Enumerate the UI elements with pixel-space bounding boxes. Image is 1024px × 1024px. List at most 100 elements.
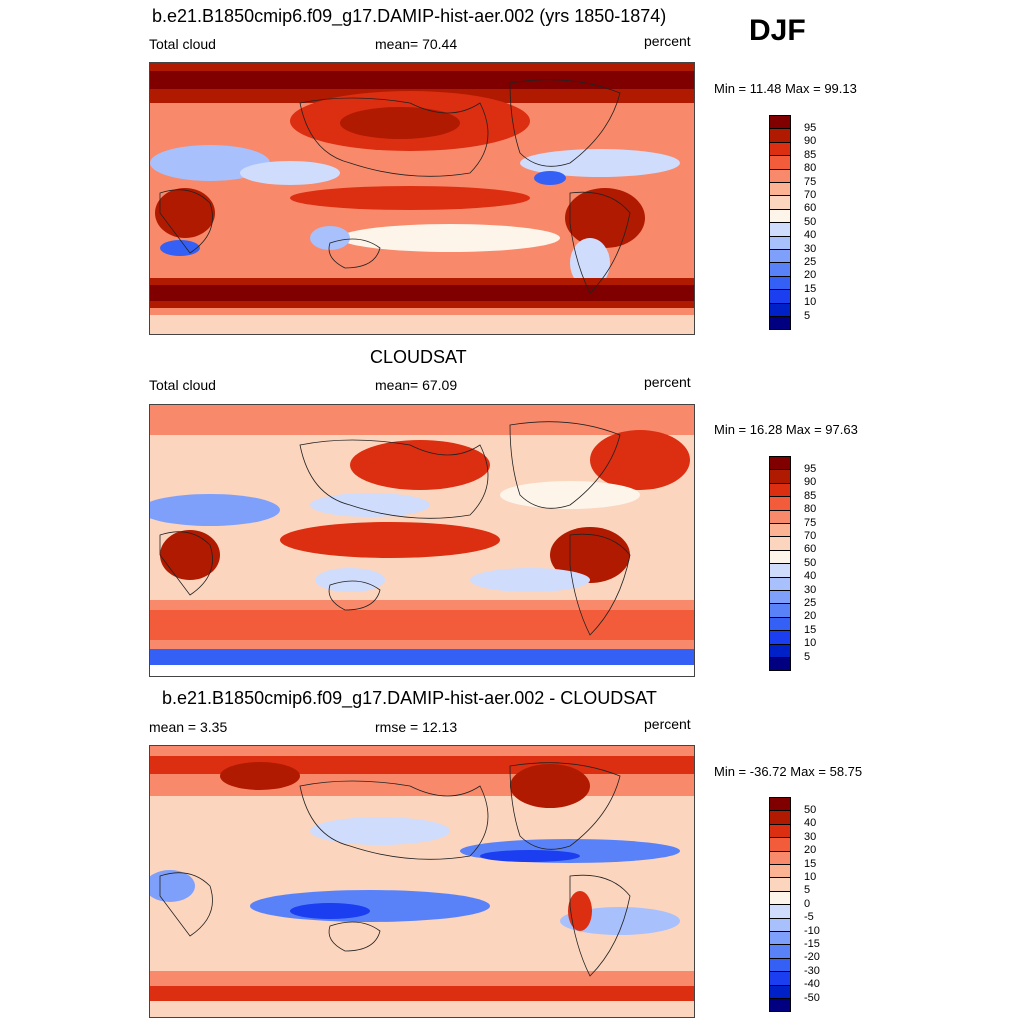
colorbar-swatch xyxy=(769,469,791,484)
panel1-colorbar: 95 90 85 80 75 70 60 50 40 30 25 20 15 10 5 xyxy=(769,115,849,331)
colorbar-swatch xyxy=(769,971,791,986)
colorbar-swatch xyxy=(769,128,791,143)
colorbar-swatch xyxy=(769,141,791,157)
colorbar-tick-label: 20 xyxy=(804,844,817,857)
colorbar-swatch xyxy=(769,797,791,812)
colorbar-tick-label: 40 xyxy=(804,229,817,242)
colorbar-swatch xyxy=(769,235,791,250)
colorbar-tick-label: 80 xyxy=(804,503,817,516)
colorbar-swatch xyxy=(769,289,791,304)
colorbar-tick-label: 15 xyxy=(804,857,817,870)
colorbar-swatch xyxy=(769,208,791,224)
colorbar-tick-label: 60 xyxy=(804,202,817,215)
panel3-map xyxy=(149,745,695,1018)
colorbar-swatch xyxy=(769,302,791,317)
panel2-map xyxy=(149,404,695,677)
colorbar-tick-label: 90 xyxy=(804,135,817,148)
panel3-map-field xyxy=(150,746,694,1017)
colorbar-tick-label: 30 xyxy=(804,830,817,843)
colorbar-tick-label: 50 xyxy=(804,215,817,228)
panel3-minmax: Min = -36.72 Max = 58.75 xyxy=(714,764,863,779)
colorbar-tick-label: 75 xyxy=(804,175,817,188)
colorbar-tick-label: 30 xyxy=(804,242,817,255)
colorbar-swatch xyxy=(769,957,791,973)
colorbar-tick-label: 25 xyxy=(804,596,817,609)
colorbar-tick-label: -30 xyxy=(804,964,820,977)
colorbar-tick-label: 15 xyxy=(804,623,817,636)
colorbar-swatch xyxy=(769,616,791,632)
colorbar-swatch xyxy=(769,249,791,264)
colorbar-tick-label: -50 xyxy=(804,991,820,1004)
colorbar-tick-label: 60 xyxy=(804,543,817,556)
colorbar-swatch xyxy=(769,850,791,865)
colorbar-swatch xyxy=(769,837,791,852)
panel1-variable-label: Total cloud xyxy=(149,36,216,52)
colorbar-swatch xyxy=(769,877,791,892)
colorbar-swatch xyxy=(769,523,791,538)
colorbar-swatch xyxy=(769,168,791,183)
colorbar-tick-label: 90 xyxy=(804,476,817,489)
colorbar-tick-label: 10 xyxy=(804,870,817,883)
panel2-units-label: percent xyxy=(644,374,691,390)
colorbar-swatch xyxy=(769,563,791,578)
panel1-map xyxy=(149,62,695,335)
colorbar-tick-label: 20 xyxy=(804,610,817,623)
panel2-minmax: Min = 16.28 Max = 97.63 xyxy=(714,422,858,437)
colorbar-swatch xyxy=(769,456,791,471)
colorbar-tick-label: 70 xyxy=(804,188,817,201)
colorbar-swatch xyxy=(769,482,791,498)
colorbar-swatch xyxy=(769,262,791,277)
season-label: DJF xyxy=(749,14,806,47)
colorbar-swatch xyxy=(769,904,791,919)
colorbar-swatch xyxy=(769,496,791,511)
colorbar-swatch xyxy=(769,917,791,932)
colorbar-tick-label: 85 xyxy=(804,148,817,161)
colorbar-tick-label: 15 xyxy=(804,282,817,295)
colorbar-swatch xyxy=(769,864,791,879)
colorbar-swatch xyxy=(769,890,791,906)
colorbar-tick-label: 5 xyxy=(804,650,811,663)
colorbar-tick-label: 40 xyxy=(804,817,817,830)
colorbar-tick-label: -10 xyxy=(804,924,820,937)
colorbar-tick-label: -15 xyxy=(804,937,820,950)
colorbar-tick-label: 0 xyxy=(804,897,811,910)
colorbar-swatch xyxy=(769,810,791,825)
colorbar-swatch xyxy=(769,549,791,565)
colorbar-swatch xyxy=(769,115,791,130)
panel3-units-label: percent xyxy=(644,716,691,732)
colorbar-swatch xyxy=(769,536,791,551)
colorbar-swatch xyxy=(769,275,791,291)
colorbar-tick-label: 40 xyxy=(804,570,817,583)
colorbar-swatch xyxy=(769,316,791,331)
colorbar-tick-label: 5 xyxy=(804,309,811,322)
panel2-variable-label: Total cloud xyxy=(149,377,216,393)
panel2-map-field xyxy=(150,405,694,676)
colorbar-tick-label: -20 xyxy=(804,951,820,964)
colorbar-swatch xyxy=(769,195,791,210)
colorbar-tick-label: 5 xyxy=(804,884,811,897)
colorbar-tick-label: 95 xyxy=(804,121,817,134)
panel3-title: b.e21.B1850cmip6.f09_g17.DAMIP-hist-aer.… xyxy=(162,688,657,708)
colorbar-swatch xyxy=(769,576,791,591)
panel3-rmse-label: rmse = 12.13 xyxy=(375,719,458,735)
colorbar-tick-label: 50 xyxy=(804,556,817,569)
colorbar-swatch xyxy=(769,603,791,618)
panel2-title: CLOUDSAT xyxy=(370,347,467,367)
panel2-colorbar: 95 90 85 80 75 70 60 50 40 30 25 20 15 10 5 xyxy=(769,456,849,672)
colorbar-swatch xyxy=(769,155,791,170)
panel1-title: b.e21.B1850cmip6.f09_g17.DAMIP-hist-aer.… xyxy=(152,6,667,26)
panel2-mean-label: mean= 67.09 xyxy=(375,377,458,393)
panel3-mean-label: mean = 3.35 xyxy=(149,719,228,735)
panel1-map-field xyxy=(150,63,694,334)
colorbar-tick-label: -5 xyxy=(804,911,814,924)
colorbar-swatch xyxy=(769,657,791,672)
colorbar-swatch xyxy=(769,643,791,658)
colorbar-tick-label: 30 xyxy=(804,583,817,596)
colorbar-swatch xyxy=(769,182,791,197)
colorbar-swatch xyxy=(769,509,791,524)
colorbar-tick-label: 80 xyxy=(804,162,817,175)
colorbar-tick-label: 85 xyxy=(804,489,817,502)
colorbar-swatch xyxy=(769,590,791,605)
colorbar-swatch xyxy=(769,630,791,645)
colorbar-swatch xyxy=(769,998,791,1013)
